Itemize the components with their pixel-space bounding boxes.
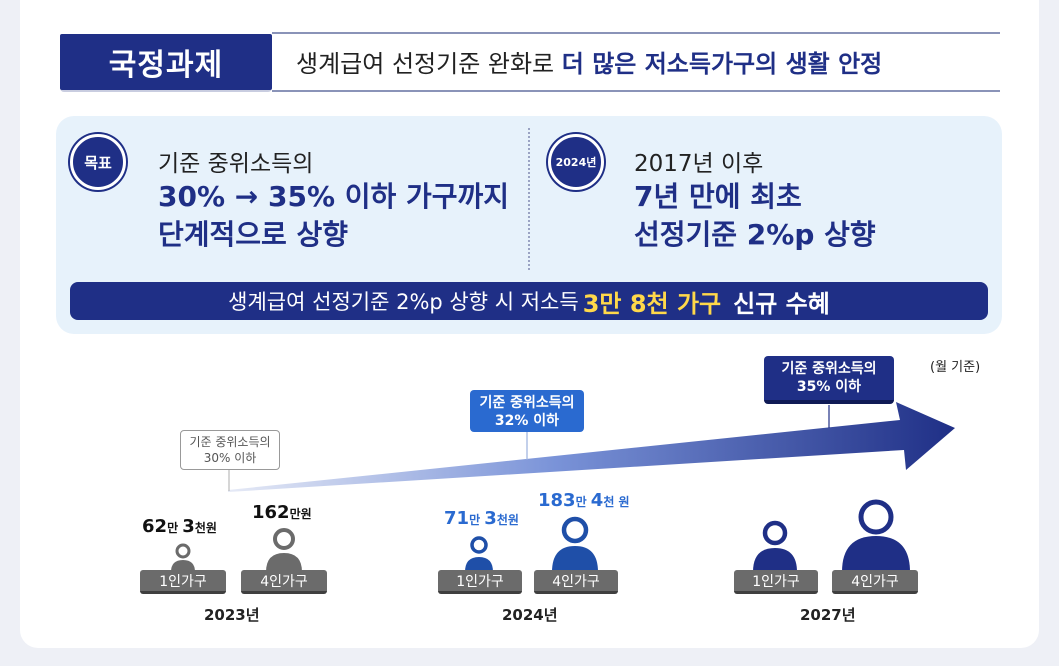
amount-2024-family: 183만 4천 원 [538, 490, 630, 511]
marker-2027: 기준 중위소득의 35% 이하 [764, 356, 894, 404]
amount-2024-single: 71만 3천원 [444, 508, 519, 529]
person-icon [465, 536, 493, 572]
header-badge: 국정과제 [60, 34, 272, 90]
pill-2027-single: 1인가구 [734, 570, 818, 594]
pill-2027-family: 4인가구 [832, 570, 918, 594]
amount-2023-family: 162만원 [252, 502, 312, 523]
year-badge: 2024년 [548, 134, 604, 190]
pill-2024-family: 4인가구 [534, 570, 618, 594]
pill-2024-single: 1인가구 [438, 570, 522, 594]
year-label-2027: 2027년 [800, 606, 856, 624]
goal-line1: 30% → 35% 이하 가구까지 [158, 180, 510, 213]
person-icon [266, 528, 302, 572]
unit-note: (월 기준) [930, 360, 981, 375]
person-icon [552, 516, 598, 572]
pill-2023-family: 4인가구 [241, 570, 327, 594]
person-icon [753, 520, 797, 572]
marker-2023: 기준 중위소득의 30% 이하 [180, 430, 280, 470]
amount-2023-single: 62만 3천원 [142, 516, 217, 537]
goal-line2: 단계적으로 상향 [158, 218, 349, 251]
banner-strong: 신규 수혜 [733, 289, 830, 318]
growth-arrow [228, 402, 955, 492]
year-sub: 2017년 이후 [634, 151, 764, 177]
year-line2: 선정기준 2%p 상향 [634, 218, 876, 251]
panel-divider [528, 128, 530, 270]
marker-2024: 기준 중위소득의 32% 이하 [470, 390, 584, 432]
goal-sub: 기준 중위소득의 [158, 151, 314, 177]
year-label-2023: 2023년 [204, 606, 260, 624]
person-icon [842, 499, 910, 572]
person-icon [171, 543, 195, 572]
goal-badge: 목표 [70, 134, 126, 190]
header-rule-bottom [272, 90, 1000, 92]
banner-highlight: 3만 8천 가구 [582, 289, 722, 318]
pill-2023-single: 1인가구 [140, 570, 226, 594]
year-label-2024: 2024년 [502, 606, 558, 624]
year-line1: 7년 만에 최초 [634, 180, 802, 213]
benefit-banner: 생계급여 선정기준 2%p 상향 시 저소득 3만 8천 가구 신규 수혜 [70, 282, 988, 320]
header-title: 생계급여 선정기준 완화로 더 많은 저소득가구의 생활 안정 [296, 50, 883, 78]
header-rule-top [272, 32, 1000, 34]
